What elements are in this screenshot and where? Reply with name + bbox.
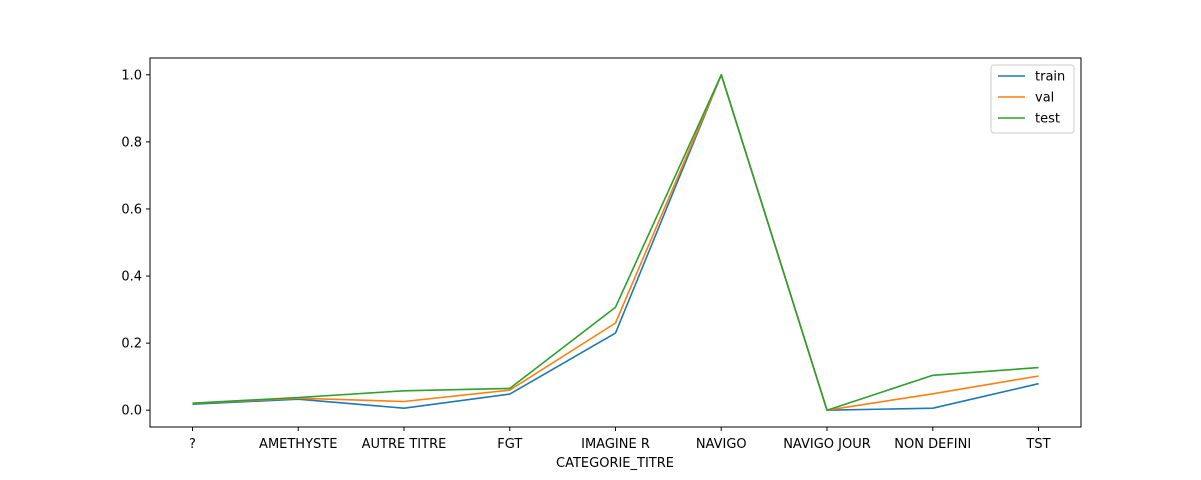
legend-label-test: test bbox=[1035, 112, 1060, 127]
y-axis: 0.0 0.2 0.4 0.6 0.8 1.0 bbox=[121, 68, 150, 419]
legend-label-train: train bbox=[1035, 70, 1065, 85]
series-line-val bbox=[192, 74, 1039, 412]
series-lines bbox=[192, 74, 1039, 412]
y-tick-label: 0.8 bbox=[121, 135, 142, 150]
x-tick-label: NAVIGO bbox=[696, 437, 747, 452]
x-tick-label: FGT bbox=[497, 437, 522, 452]
legend: train val test bbox=[990, 64, 1075, 134]
x-tick-label: ? bbox=[189, 437, 196, 452]
series-line-train bbox=[192, 74, 1039, 412]
x-axis-label: CATEGORIE_TITRE bbox=[556, 456, 674, 471]
legend-label-val: val bbox=[1035, 91, 1054, 106]
plot-frame bbox=[149, 57, 1082, 428]
legend-box bbox=[990, 64, 1075, 134]
x-tick-label: NON DEFINI bbox=[894, 437, 971, 452]
series-line-test bbox=[192, 74, 1039, 412]
y-tick-label: 0.2 bbox=[121, 337, 142, 352]
y-tick-label: 0.6 bbox=[121, 202, 142, 217]
x-tick-label: NAVIGO JOUR bbox=[783, 437, 871, 452]
x-tick-label: AUTRE TITRE bbox=[362, 437, 447, 452]
x-tick-label: TST bbox=[1025, 437, 1050, 452]
y-tick-label: 1.0 bbox=[121, 68, 142, 83]
x-tick-label: AMETHYSTE bbox=[259, 437, 337, 452]
y-tick-label: 0.4 bbox=[121, 270, 142, 285]
y-tick-label: 0.0 bbox=[121, 404, 142, 419]
x-axis: ? AMETHYSTE AUTRE TITRE FGT IMAGINE R NAVIGO N… bbox=[189, 427, 1051, 452]
x-tick-label: IMAGINE R bbox=[581, 437, 650, 452]
